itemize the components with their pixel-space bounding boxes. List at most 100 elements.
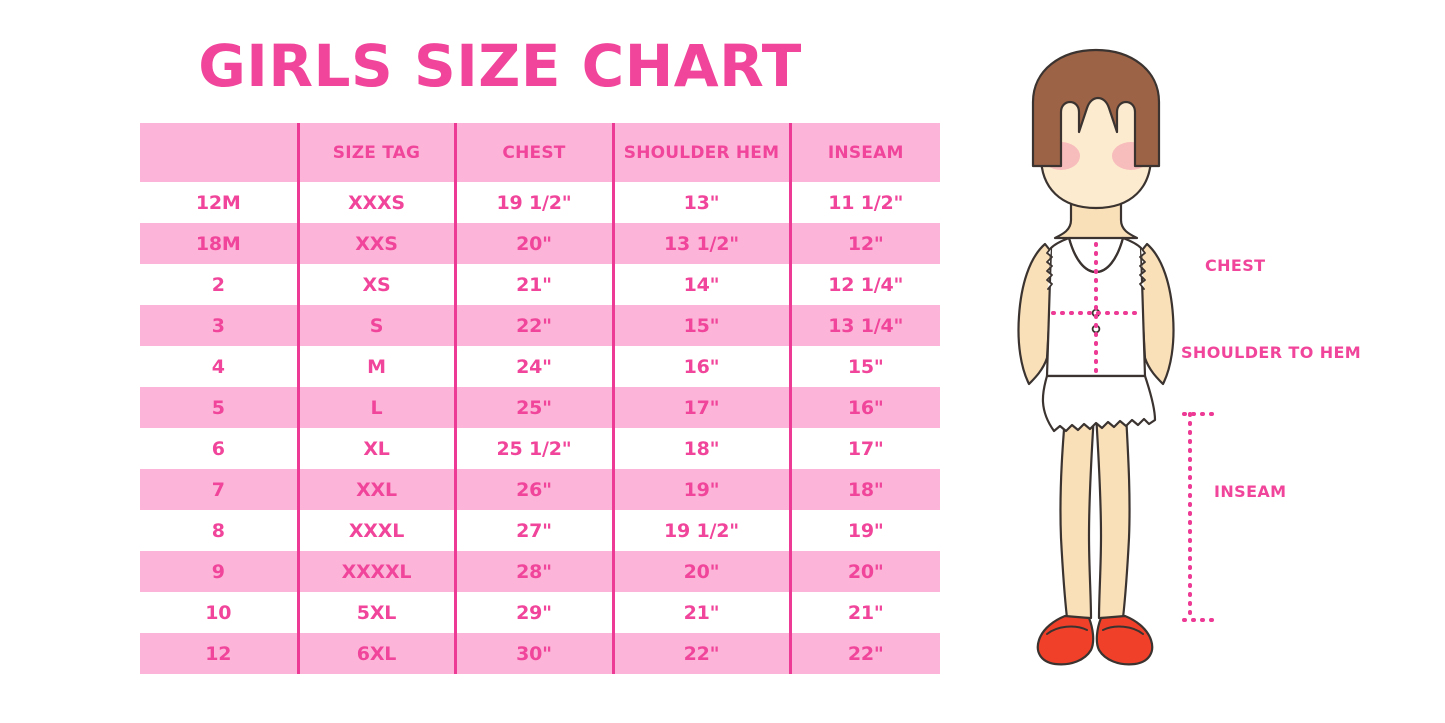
- cell-size-tag: 5XL: [298, 592, 457, 633]
- cell-size-tag: XXL: [298, 469, 457, 510]
- cell-inseam: 15": [847, 355, 884, 378]
- cell-size-tag: S: [298, 305, 457, 346]
- cell-chest: 24": [455, 346, 615, 387]
- column-header-size: [140, 123, 300, 182]
- cell-shoulder-hem: 18": [613, 428, 792, 469]
- cell-inseam: 12 1/4": [828, 273, 904, 296]
- leg-right: [1093, 392, 1131, 620]
- label-chest: CHEST: [1205, 256, 1266, 275]
- shoe-right: [1095, 614, 1154, 666]
- cell-shoulder-hem: 19 1/2": [613, 510, 792, 551]
- cell-size: 6: [140, 428, 300, 469]
- cell-size-tag: M: [298, 346, 457, 387]
- table-body: 12M XXXS 19 1/2" 13" 11 1/2" 18M XXS 20" 13 1/2"…: [140, 182, 940, 674]
- cell-chest: 27": [455, 510, 615, 551]
- cell-inseam: 17": [847, 437, 884, 460]
- table-row: 4 M 24" 16" 15": [140, 346, 940, 387]
- cell-size-tag: XL: [298, 428, 457, 469]
- skirt: [1041, 374, 1157, 433]
- cell-size-tag: XXS: [298, 223, 457, 264]
- cell-inseam: 11 1/2": [828, 191, 904, 214]
- table-row: 6 XL 25 1/2" 18" 17": [140, 428, 940, 469]
- cell-chest: 30": [455, 633, 615, 674]
- cell-inseam: 22": [847, 642, 884, 665]
- cell-size-tag: XXXS: [298, 182, 457, 223]
- column-header-inseam: INSEAM: [827, 142, 904, 163]
- shoe-strap-left: [1046, 625, 1088, 635]
- cell-shoulder-hem: 19": [613, 469, 792, 510]
- table-row: 2 XS 21" 14" 12 1/4": [140, 264, 940, 305]
- cell-shoulder-hem: 13 1/2": [613, 223, 792, 264]
- cell-shoulder-hem: 20": [613, 551, 792, 592]
- cell-chest: 25": [455, 387, 615, 428]
- table-row: 18M XXS 20" 13 1/2" 12": [140, 223, 940, 264]
- table-row: 12M XXXS 19 1/2" 13" 11 1/2": [140, 182, 940, 223]
- cell-size: 12M: [140, 182, 300, 223]
- cell-inseam: 18": [847, 478, 884, 501]
- cell-size-tag: XXXXL: [298, 551, 457, 592]
- arm-left: [1017, 242, 1055, 386]
- cell-shoulder-hem: 15": [613, 305, 792, 346]
- cell-chest: 29": [455, 592, 615, 633]
- table-row: 8 XXXL 27" 19 1/2" 19": [140, 510, 940, 551]
- cell-size-tag: L: [298, 387, 457, 428]
- cell-shoulder-hem: 22": [613, 633, 792, 674]
- table-row: 7 XXL 26" 19" 18": [140, 469, 940, 510]
- ruffle-shoulder-left: [1046, 247, 1053, 290]
- table-header: SIZE TAG CHEST SHOULDER HEM INSEAM: [140, 123, 940, 182]
- cell-size: 5: [140, 387, 300, 428]
- cell-shoulder-hem: 14": [613, 264, 792, 305]
- cell-inseam: 20": [847, 560, 884, 583]
- cell-chest: 20": [455, 223, 615, 264]
- label-shoulder-to-hem: SHOULDER TO HEM: [1181, 343, 1362, 362]
- cell-chest: 26": [455, 469, 615, 510]
- shoe-strap-right: [1102, 625, 1144, 635]
- cell-chest: 19 1/2": [455, 182, 615, 223]
- cell-size: 4: [140, 346, 300, 387]
- inseam-dotted-bracket: [1182, 412, 1215, 622]
- cell-inseam: 19": [847, 519, 884, 542]
- column-header-chest: CHEST: [455, 123, 615, 182]
- cell-size: 2: [140, 264, 300, 305]
- table-row: 5 L 25" 17" 16": [140, 387, 940, 428]
- cell-size: 3: [140, 305, 300, 346]
- cell-chest: 25 1/2": [455, 428, 615, 469]
- table-row: 9 XXXXL 28" 20" 20": [140, 551, 940, 592]
- column-header-shoulder-hem: SHOULDER HEM: [613, 123, 792, 182]
- cell-chest: 28": [455, 551, 615, 592]
- cell-size: 12: [140, 633, 300, 674]
- cell-shoulder-hem: 13": [613, 182, 792, 223]
- cell-size: 9: [140, 551, 300, 592]
- label-inseam: INSEAM: [1214, 482, 1287, 501]
- cell-size: 7: [140, 469, 300, 510]
- cell-size: 18M: [140, 223, 300, 264]
- ruffle-shoulder-right: [1139, 247, 1146, 290]
- cell-chest: 22": [455, 305, 615, 346]
- cell-size: 10: [140, 592, 300, 633]
- cell-inseam: 21": [847, 601, 884, 624]
- cell-shoulder-hem: 16": [613, 346, 792, 387]
- cell-size-tag: 6XL: [298, 633, 457, 674]
- cell-size-tag: XS: [298, 264, 457, 305]
- table-header-row: SIZE TAG CHEST SHOULDER HEM INSEAM: [140, 123, 940, 182]
- table-row: 10 5XL 29" 21" 21": [140, 592, 940, 633]
- shoe-left: [1036, 614, 1095, 666]
- cell-inseam: 13 1/4": [828, 314, 904, 337]
- page-title: GIRLS SIZE CHART: [198, 32, 802, 100]
- cell-size: 8: [140, 510, 300, 551]
- size-chart-table: SIZE TAG CHEST SHOULDER HEM INSEAM 12M XX…: [140, 123, 940, 674]
- hair: [1031, 48, 1161, 168]
- column-header-size-tag: SIZE TAG: [298, 123, 457, 182]
- cell-inseam: 16": [847, 396, 884, 419]
- cell-shoulder-hem: 17": [613, 387, 792, 428]
- leg-left: [1059, 392, 1097, 620]
- table-row: 12 6XL 30" 22" 22": [140, 633, 940, 674]
- cell-chest: 21": [455, 264, 615, 305]
- table-row: 3 S 22" 15" 13 1/4": [140, 305, 940, 346]
- girl-illustration: [985, 48, 1225, 673]
- cell-inseam: 12": [847, 232, 884, 255]
- arm-right: [1137, 242, 1175, 386]
- cell-size-tag: XXXL: [298, 510, 457, 551]
- girl-illustration-svg: [1017, 48, 1215, 666]
